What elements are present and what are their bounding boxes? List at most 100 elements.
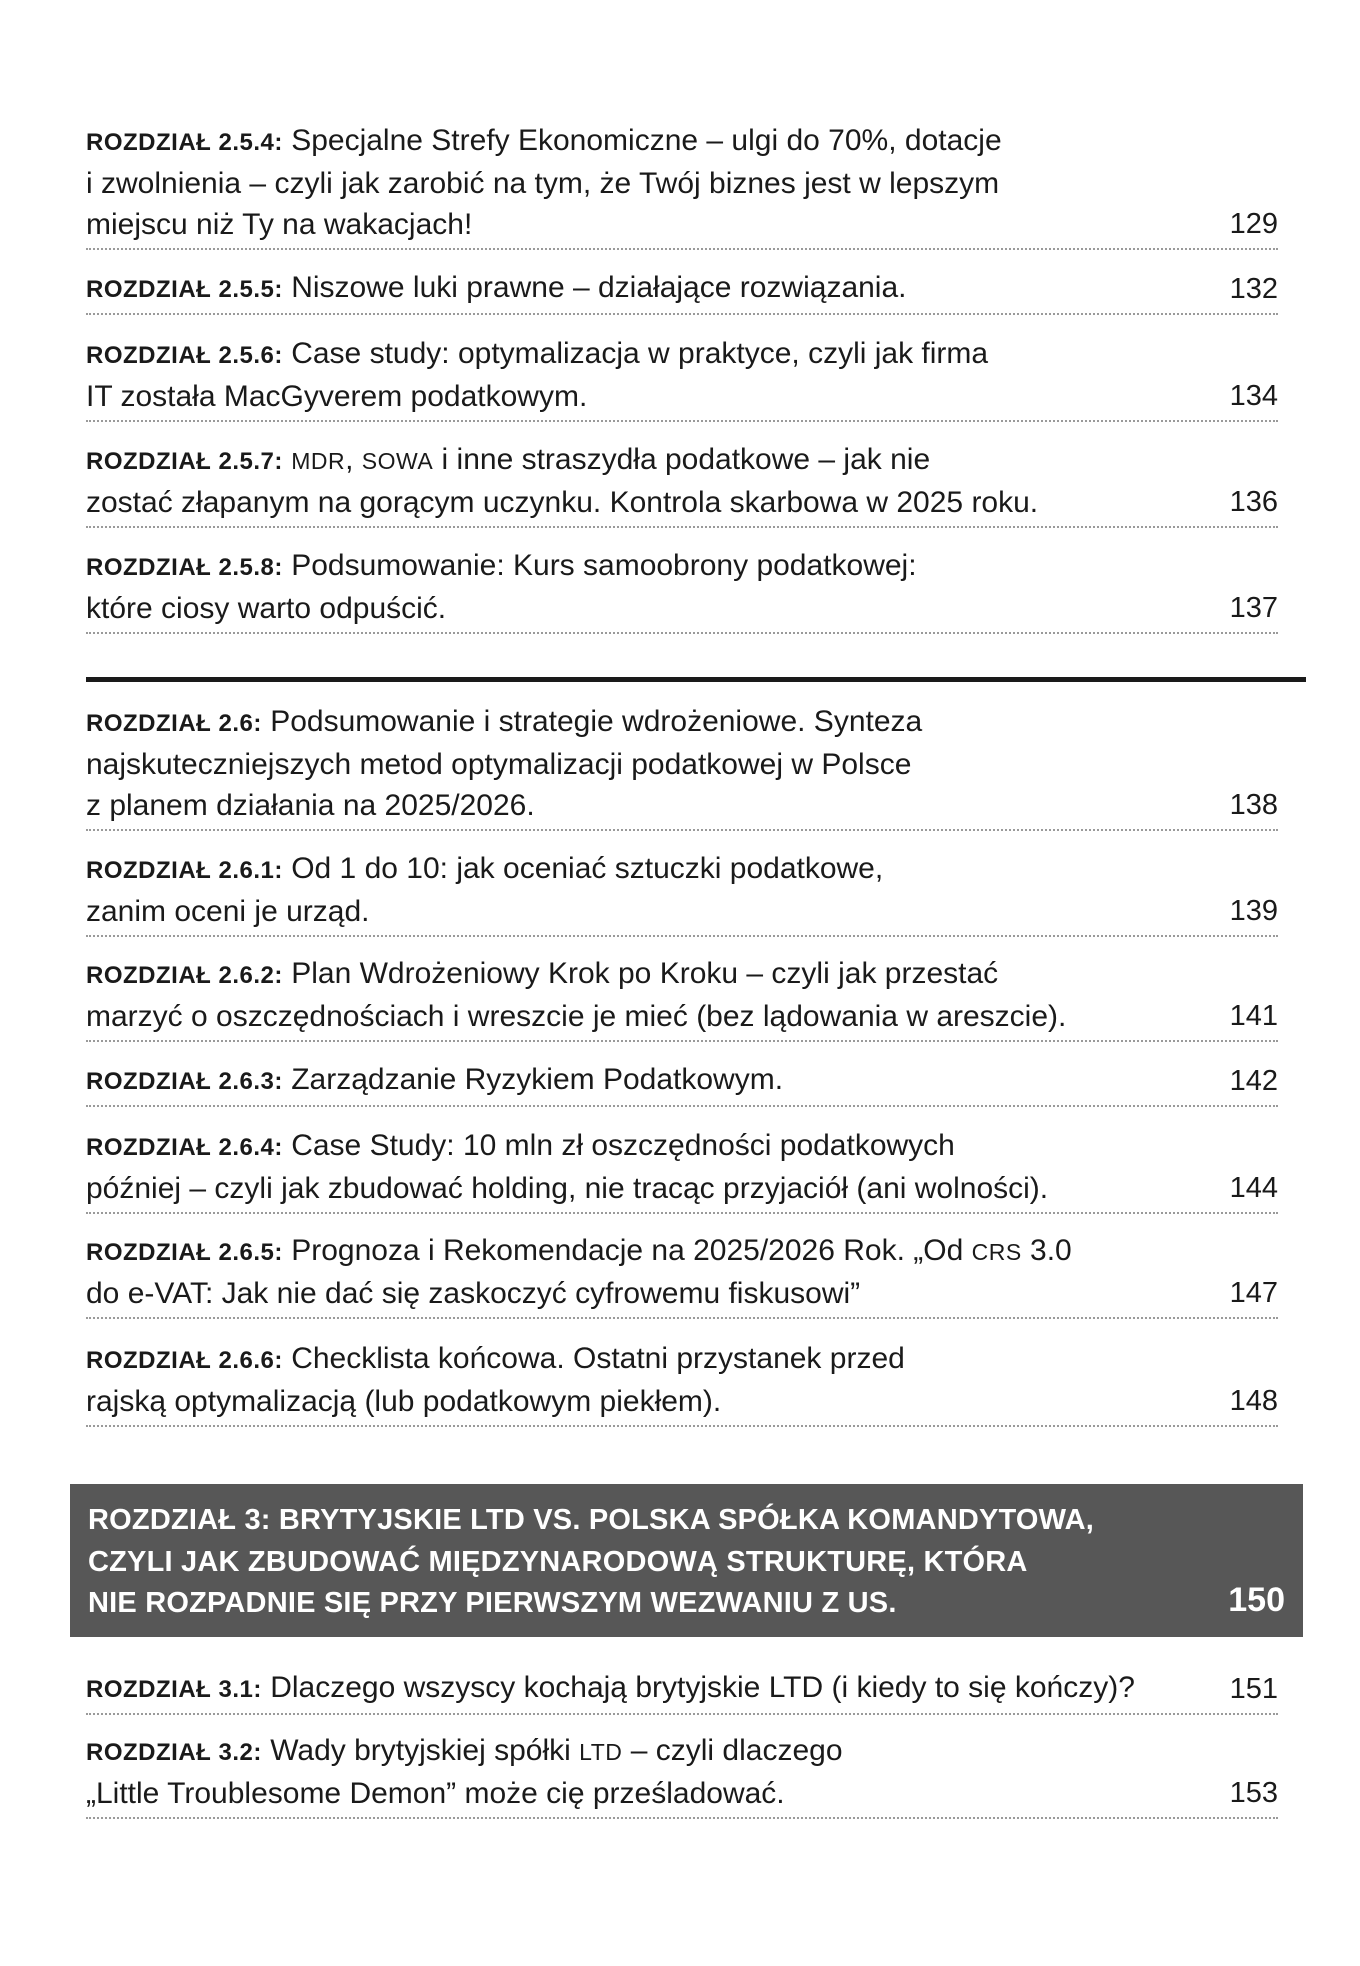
toc-entry[interactable]: ROZDZIAŁ 2.6.6: Checklista końcowa. Osta… (86, 1338, 1278, 1427)
entry-text: które ciosy warto odpuścić. (86, 592, 447, 625)
entry-text: IT została MacGyverem podatkowym. (86, 380, 588, 413)
entry-label: ROZDZIAŁ 2.6.2: (86, 962, 283, 989)
entry-line: ROZDZIAŁ 2.6.4: Case Study: 10 mln zł os… (86, 1125, 1278, 1168)
toc-entry[interactable]: ROZDZIAŁ 3.2: Wady brytyjskiej spółki LT… (86, 1730, 1278, 1819)
toc-entry[interactable]: ROZDZIAŁ 2.6: Podsumowanie i strategie w… (86, 701, 1278, 831)
entry-label: ROZDZIAŁ 3.2: (86, 1739, 262, 1766)
entry-label: ROZDZIAŁ 2.6: (86, 710, 262, 737)
entry-line: zostać złapanym na gorącym uczynku. Kont… (86, 482, 1278, 523)
entry-line: ROZDZIAŁ 2.6: Podsumowanie i strategie w… (86, 701, 1278, 744)
entry-label: ROZDZIAŁ 2.6.3: (86, 1068, 283, 1095)
chapter-title-line: NIE ROZPADNIE SIĘ PRZY PIERWSZYM WEZWANI… (88, 1587, 897, 1619)
entry-text: miejscu niż Ty na wakacjach! (86, 208, 473, 241)
page-number: 153 (1229, 1777, 1278, 1809)
acronym: CRS (971, 1239, 1022, 1265)
entry-line: „Little Troublesome Demon” może cię prze… (86, 1773, 1278, 1814)
entry-line: ROZDZIAŁ 2.6.6: Checklista końcowa. Osta… (86, 1338, 1278, 1381)
entry-text: najskuteczniejszych metod optymalizacji … (86, 748, 912, 781)
chapter-page-number: 150 (1228, 1581, 1285, 1619)
entry-text: „Little Troublesome Demon” może cię prze… (86, 1777, 785, 1810)
entry-text: Checklista końcowa. Ostatni przystanek p… (291, 1342, 905, 1375)
entry-line: ROZDZIAŁ 2.5.7: MDR, SOWA i inne straszy… (86, 439, 1278, 482)
entry-line: i zwolnienia – czyli jak zarobić na tym,… (86, 163, 1278, 204)
toc-entry[interactable]: ROZDZIAŁ 2.6.5: Prognoza i Rekomendacje … (86, 1230, 1278, 1319)
entry-line: ROZDZIAŁ 2.5.5: Niszowe luki prawne – dz… (86, 267, 1278, 310)
toc-entry[interactable]: ROZDZIAŁ 2.6.4: Case Study: 10 mln zł os… (86, 1125, 1278, 1214)
page-number: 134 (1229, 380, 1278, 412)
entry-line: miejscu niż Ty na wakacjach! (86, 204, 1278, 245)
entry-label: ROZDZIAŁ 2.5.5: (86, 276, 283, 303)
entry-text: Dlaczego wszyscy kochają brytyjskie LTD … (270, 1671, 1135, 1704)
entry-line: ROZDZIAŁ 2.6.1: Od 1 do 10: jak oceniać … (86, 848, 1278, 891)
page-number: 142 (1229, 1065, 1278, 1097)
entry-line: ROZDZIAŁ 2.5.4: Specjalne Strefy Ekonomi… (86, 120, 1278, 163)
entry-text: Od 1 do 10: jak oceniać sztuczki podatko… (291, 852, 884, 885)
entry-label: ROZDZIAŁ 2.6.4: (86, 1134, 283, 1161)
page-number: 138 (1229, 789, 1278, 821)
page-number: 137 (1229, 592, 1278, 624)
entry-text: Zarządzanie Ryzykiem Podatkowym. (291, 1063, 784, 1096)
acronym: LTD (579, 1739, 623, 1765)
toc-entry[interactable]: ROZDZIAŁ 2.5.6: Case study: optymalizacj… (86, 333, 1278, 422)
page-number: 132 (1229, 273, 1278, 305)
toc-entry[interactable]: ROZDZIAŁ 2.5.4: Specjalne Strefy Ekonomi… (86, 120, 1278, 250)
entry-label: ROZDZIAŁ 2.6.5: (86, 1239, 283, 1266)
entry-text: i inne straszydła podatkowe – jak nie (433, 443, 931, 476)
entry-line: ROZDZIAŁ 2.6.3: Zarządzanie Ryzykiem Pod… (86, 1059, 1278, 1102)
entry-line: z planem działania na 2025/2026. (86, 785, 1278, 826)
toc-entry[interactable]: ROZDZIAŁ 2.6.3: Zarządzanie Ryzykiem Pod… (86, 1059, 1278, 1107)
chapter-title-line: ROZDZIAŁ 3: BRYTYJSKIE LTD VS. POLSKA SP… (88, 1504, 1095, 1536)
entry-line: rajską optymalizacją (lub podatkowym pie… (86, 1381, 1278, 1422)
toc-entry[interactable]: ROZDZIAŁ 2.6.1: Od 1 do 10: jak oceniać … (86, 848, 1278, 937)
entry-text: Prognoza i Rekomendacje na 2025/2026 Rok… (291, 1234, 972, 1267)
page-number: 148 (1229, 1385, 1278, 1417)
toc-entry[interactable]: ROZDZIAŁ 3.1: Dlaczego wszyscy kochają b… (86, 1667, 1278, 1715)
acronym: SOWA (361, 448, 434, 474)
entry-line: zanim oceni je urząd. (86, 891, 1278, 932)
entry-line: ROZDZIAŁ 2.6.2: Plan Wdrożeniowy Krok po… (86, 953, 1278, 996)
toc-entry[interactable]: ROZDZIAŁ 2.5.7: MDR, SOWA i inne straszy… (86, 439, 1278, 528)
entry-text: z planem działania na 2025/2026. (86, 789, 535, 822)
acronym: MDR (291, 448, 346, 474)
entry-line: ROZDZIAŁ 2.5.6: Case study: optymalizacj… (86, 333, 1278, 376)
entry-text: – czyli dlaczego (622, 1734, 843, 1767)
entry-text: Case study: optymalizacja w praktyce, cz… (291, 337, 989, 370)
entry-text: zanim oceni je urząd. (86, 895, 370, 928)
entry-label: ROZDZIAŁ 2.5.6: (86, 342, 283, 369)
entry-text: rajską optymalizacją (lub podatkowym pie… (86, 1385, 722, 1418)
entry-line: do e-VAT: Jak nie dać się zaskoczyć cyfr… (86, 1273, 1278, 1314)
entry-text: Specjalne Strefy Ekonomiczne – ulgi do 7… (291, 124, 1002, 157)
entry-label: ROZDZIAŁ 2.5.4: (86, 129, 283, 156)
toc-entry[interactable]: ROZDZIAŁ 2.5.8: Podsumowanie: Kurs samoo… (86, 545, 1278, 634)
entry-line: ROZDZIAŁ 3.1: Dlaczego wszyscy kochają b… (86, 1667, 1278, 1710)
entry-text: i zwolnienia – czyli jak zarobić na tym,… (86, 167, 1000, 200)
entry-label: ROZDZIAŁ 2.5.8: (86, 554, 283, 581)
entry-line: IT została MacGyverem podatkowym. (86, 376, 1278, 417)
entry-text: zostać złapanym na gorącym uczynku. Kont… (86, 486, 1039, 519)
entry-line: najskuteczniejszych metod optymalizacji … (86, 744, 1278, 785)
page-number: 144 (1229, 1172, 1278, 1204)
entry-line: ROZDZIAŁ 2.6.5: Prognoza i Rekomendacje … (86, 1230, 1278, 1273)
entry-label: ROZDZIAŁ 3.1: (86, 1676, 262, 1703)
toc-entry[interactable]: ROZDZIAŁ 2.6.2: Plan Wdrożeniowy Krok po… (86, 953, 1278, 1042)
entry-label: ROZDZIAŁ 2.6.1: (86, 857, 283, 884)
entry-line: ROZDZIAŁ 2.5.8: Podsumowanie: Kurs samoo… (86, 545, 1278, 588)
page-number: 147 (1229, 1277, 1278, 1309)
entry-text: Plan Wdrożeniowy Krok po Kroku – czyli j… (291, 957, 999, 990)
entry-text: , (345, 443, 362, 476)
entry-label: ROZDZIAŁ 2.5.7: (86, 448, 283, 475)
entry-line: marzyć o oszczędnościach i wreszcie je m… (86, 996, 1278, 1037)
entry-text: marzyć o oszczędnościach i wreszcie je m… (86, 1000, 1067, 1033)
toc-entry[interactable]: ROZDZIAŁ 2.5.5: Niszowe luki prawne – dz… (86, 267, 1278, 315)
section-divider (86, 677, 1306, 682)
entry-line: później – czyli jak zbudować holding, ni… (86, 1168, 1278, 1209)
page-number: 129 (1229, 208, 1278, 240)
entry-text: Niszowe luki prawne – działające rozwiąz… (291, 271, 907, 304)
entry-line: które ciosy warto odpuścić. (86, 588, 1278, 629)
entry-text: później – czyli jak zbudować holding, ni… (86, 1172, 1049, 1205)
entry-text: 3.0 (1021, 1234, 1072, 1267)
entry-text: Podsumowanie: Kurs samoobrony podatkowej… (291, 549, 917, 582)
entry-text: Podsumowanie i strategie wdrożeniowe. Sy… (270, 705, 923, 738)
page-number: 141 (1229, 1000, 1278, 1032)
entry-line: ROZDZIAŁ 3.2: Wady brytyjskiej spółki LT… (86, 1730, 1278, 1773)
